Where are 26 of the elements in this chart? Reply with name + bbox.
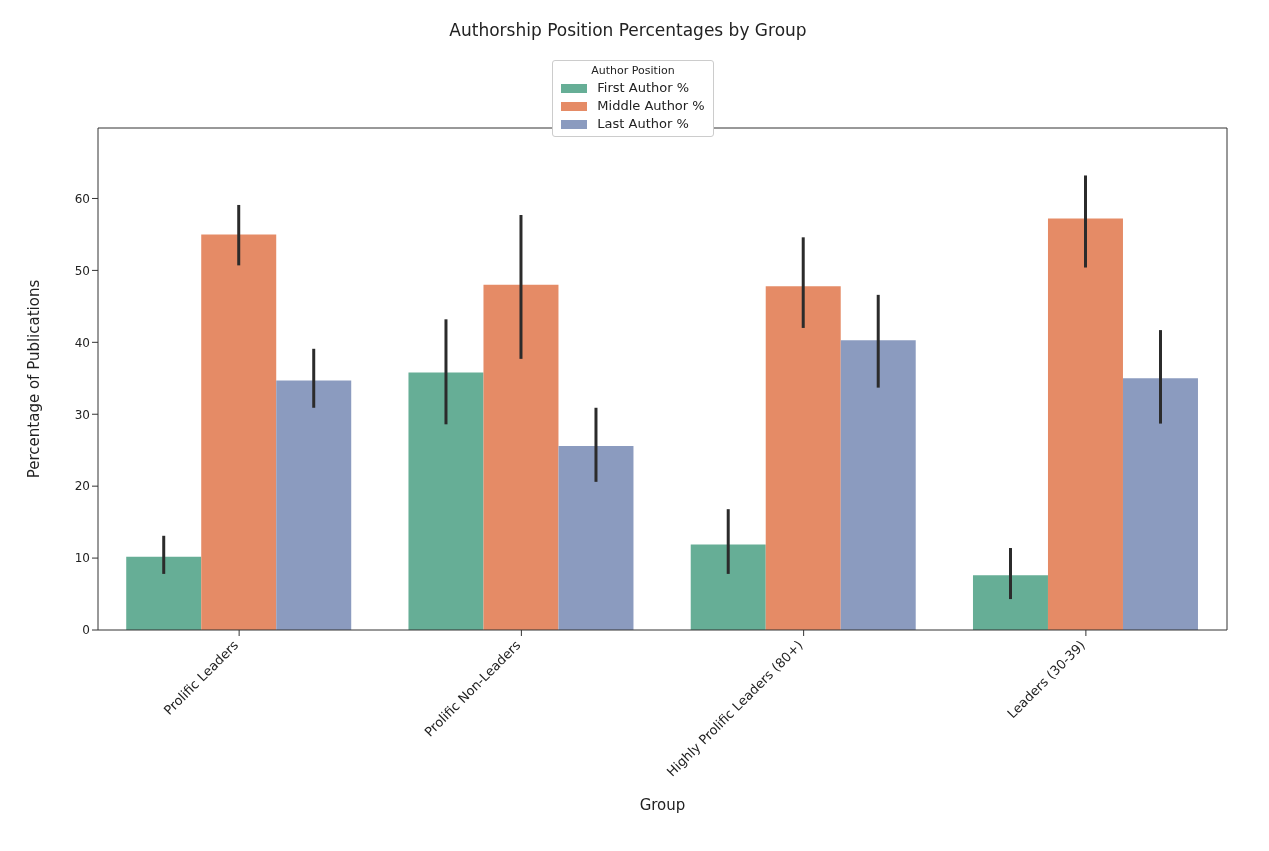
legend-label: Last Author %	[596, 115, 690, 133]
bar	[765, 286, 841, 630]
bar	[840, 340, 916, 630]
y-tick-label: 50	[74, 263, 90, 278]
bar	[558, 445, 634, 630]
bar	[690, 544, 766, 630]
bar	[408, 372, 484, 630]
bar	[483, 284, 559, 630]
legend-label: First Author %	[596, 79, 691, 97]
bar	[126, 556, 202, 630]
legend-title: Author Position	[590, 64, 676, 77]
legend-label: Middle Author %	[596, 97, 705, 115]
bar	[276, 380, 352, 630]
bar	[1047, 218, 1123, 630]
chart-title: Authorship Position Percentages by Group	[448, 20, 808, 40]
x-axis-title: Group	[639, 796, 686, 814]
y-tick-label: 0	[82, 623, 90, 638]
y-tick-label: 60	[74, 191, 90, 206]
y-axis-title: Percentage of Publications	[25, 279, 44, 479]
bar	[972, 575, 1048, 630]
y-tick-label: 40	[74, 335, 90, 350]
bar	[1122, 378, 1198, 630]
y-tick-label: 20	[74, 479, 90, 494]
y-tick-label: 30	[74, 407, 90, 422]
y-tick-label: 10	[74, 551, 90, 566]
bar	[201, 234, 277, 630]
